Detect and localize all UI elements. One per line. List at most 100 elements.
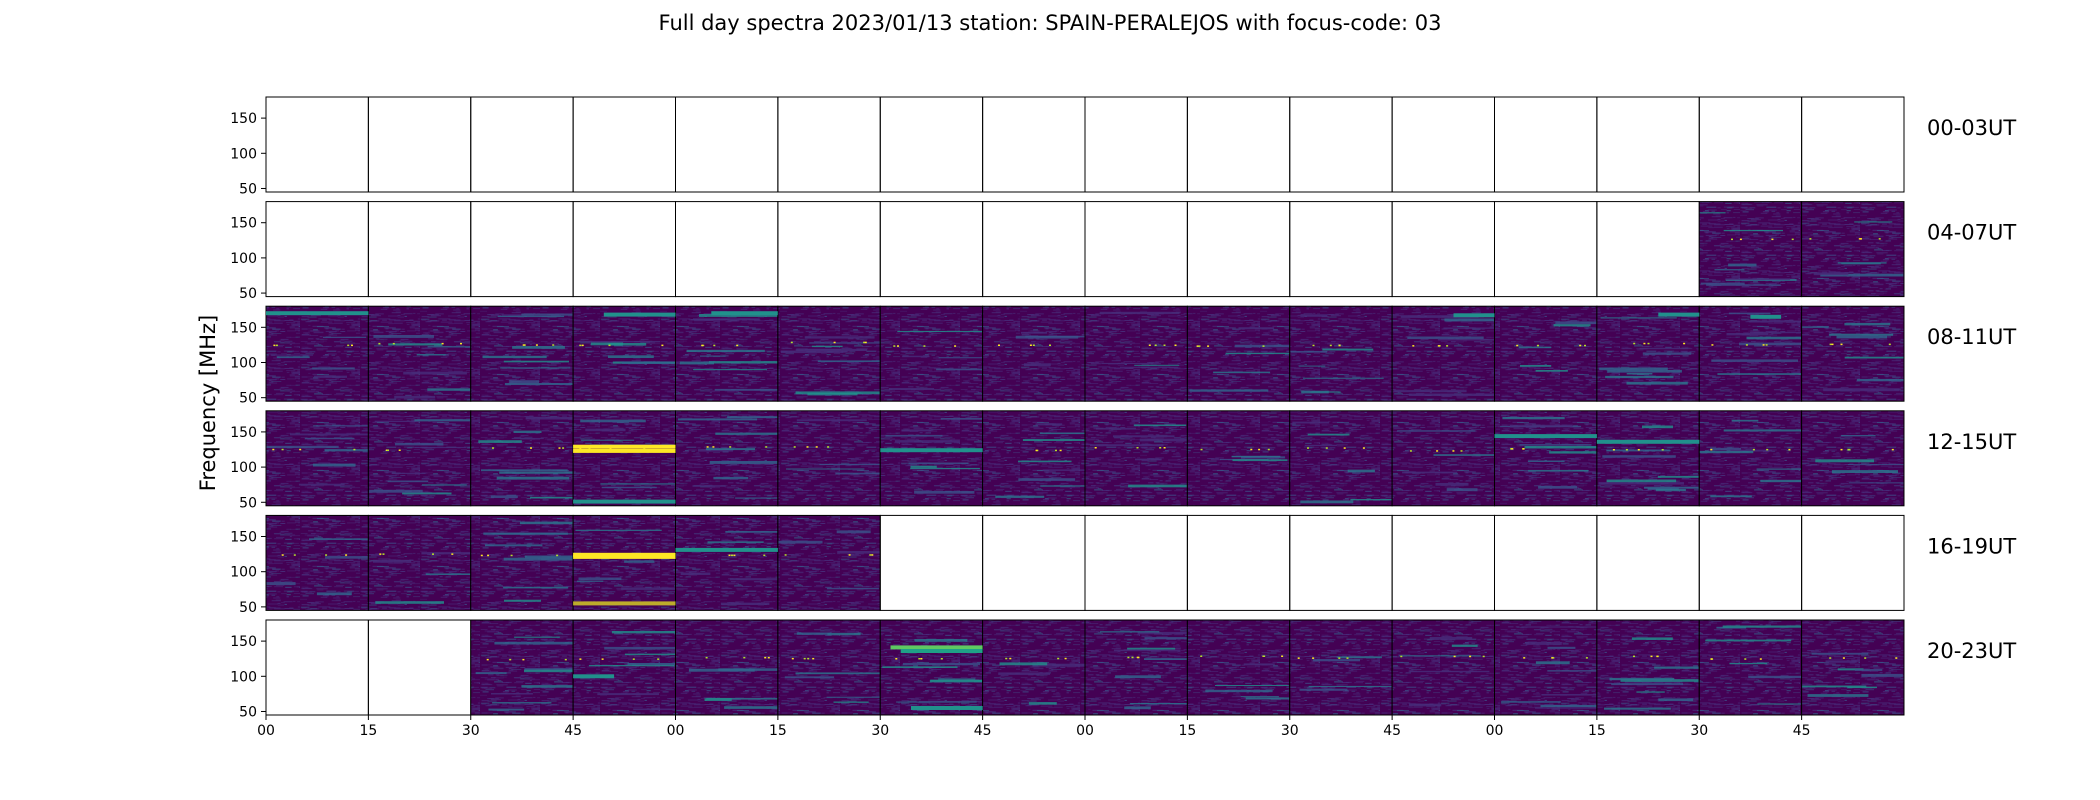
spectrum-background <box>1392 306 1495 402</box>
carrier-dot <box>1469 655 1472 658</box>
carrier-dot <box>736 344 739 347</box>
carrier-dot <box>1329 344 1332 347</box>
spectrum-band <box>388 343 443 346</box>
spectrum-panel <box>879 305 984 402</box>
spectrum-band <box>699 314 778 317</box>
carrier-dot <box>918 658 921 660</box>
carrier-dot <box>1511 448 1514 450</box>
spectrum-band <box>1856 378 1904 382</box>
spectrum-band <box>524 555 573 559</box>
spectrum-band <box>1823 388 1900 392</box>
panel-frame <box>982 96 1086 193</box>
spectrum-band <box>475 672 507 675</box>
spectrum-feature <box>603 312 676 317</box>
spectrum-background <box>266 306 369 402</box>
carrier-dot <box>1207 345 1210 347</box>
spectrum-band <box>1021 331 1048 334</box>
carrier-dot <box>764 656 767 659</box>
spectrum-band <box>1717 373 1802 375</box>
spectrum-panel <box>1391 410 1495 507</box>
spectrum-feature <box>573 554 676 559</box>
spectrum-panel <box>1494 96 1598 193</box>
spectrum-band <box>416 354 446 356</box>
spectrum-band <box>896 701 977 703</box>
spectrum-band <box>679 361 714 365</box>
spectrum-band <box>1801 326 1829 328</box>
spectrum-band <box>1290 351 1327 353</box>
y-tick-label: 150 <box>230 320 257 336</box>
spectrum-band <box>795 672 881 675</box>
spectrum-band <box>425 573 471 575</box>
spectrum-band <box>1642 352 1692 355</box>
spectrum-feature <box>880 448 983 453</box>
spectrum-band <box>1298 365 1326 367</box>
carrier-dot <box>1891 448 1894 451</box>
spectrum-band <box>1301 390 1329 394</box>
spectrum-panel <box>265 305 369 402</box>
carrier-dot <box>1643 342 1646 345</box>
spectrum-band <box>1501 701 1561 703</box>
carrier-dot <box>1163 344 1166 346</box>
x-tick-label: 45 <box>1383 723 1401 739</box>
spectrum-band <box>1756 468 1802 470</box>
spectrum-band <box>524 669 574 673</box>
spectrum-band <box>914 639 968 642</box>
carrier-dot <box>1537 344 1539 347</box>
row-label: 20-23UT <box>1927 639 2016 663</box>
y-tick-label: 50 <box>239 181 257 197</box>
spectrum-band <box>403 371 467 375</box>
carrier-dot <box>863 341 866 344</box>
y-tick-label: 100 <box>230 669 257 685</box>
spectrum-panel <box>777 410 881 507</box>
spectrum-feature <box>900 649 983 653</box>
spectrum-panel <box>1391 514 1495 611</box>
spectrum-band <box>1032 663 1085 667</box>
panel-frame <box>1289 201 1393 298</box>
spectrum-band <box>885 434 943 437</box>
spectrum-band <box>1760 479 1802 483</box>
spectrum-band <box>882 666 958 668</box>
carrier-dot <box>1163 447 1166 449</box>
carrier-dot <box>954 345 957 347</box>
spectrum-band <box>1847 686 1877 689</box>
spectrum-band <box>624 653 676 656</box>
spectrum-band <box>276 356 310 359</box>
spectrum-band <box>1611 683 1683 686</box>
spectrum-band <box>1547 646 1576 649</box>
carrier-dot <box>510 554 513 557</box>
carrier-dot <box>1198 345 1201 347</box>
carrier-dot <box>273 344 276 347</box>
spectrum-feature <box>573 444 676 449</box>
carrier-dot <box>897 345 899 347</box>
spectrum-band <box>530 496 574 499</box>
spectrum-band <box>504 599 541 602</box>
spectrum-band <box>1655 489 1686 492</box>
panel-frame <box>1596 514 1700 611</box>
spectrum-panel <box>1084 96 1188 193</box>
spectrum-band <box>1535 707 1597 709</box>
spectrum-band <box>910 467 980 470</box>
spectrum-band <box>1451 644 1478 647</box>
spectrum-background <box>470 410 574 506</box>
carrier-dot <box>803 657 806 660</box>
spectrum-band <box>1308 685 1393 687</box>
spectrum-panel <box>572 619 676 716</box>
spectrum-panel <box>777 201 881 298</box>
carrier-dot <box>509 658 512 661</box>
carrier-dot <box>1661 449 1664 451</box>
spectrum-band <box>908 462 969 465</box>
spectrum-background <box>470 306 574 402</box>
spectrum-band <box>1654 666 1700 669</box>
spectrum-panel <box>1084 305 1188 402</box>
spectrum-background <box>470 515 574 611</box>
spectrum-band <box>491 693 533 695</box>
panel-frame <box>982 201 1086 298</box>
carrier-dot <box>1762 344 1765 346</box>
panel-frame <box>572 96 676 193</box>
spectrum-panel <box>982 514 1086 611</box>
carrier-dot <box>487 554 490 557</box>
spectrum-feature <box>675 547 778 552</box>
spectrum-band <box>1502 417 1565 420</box>
carrier-dot <box>1263 655 1266 657</box>
